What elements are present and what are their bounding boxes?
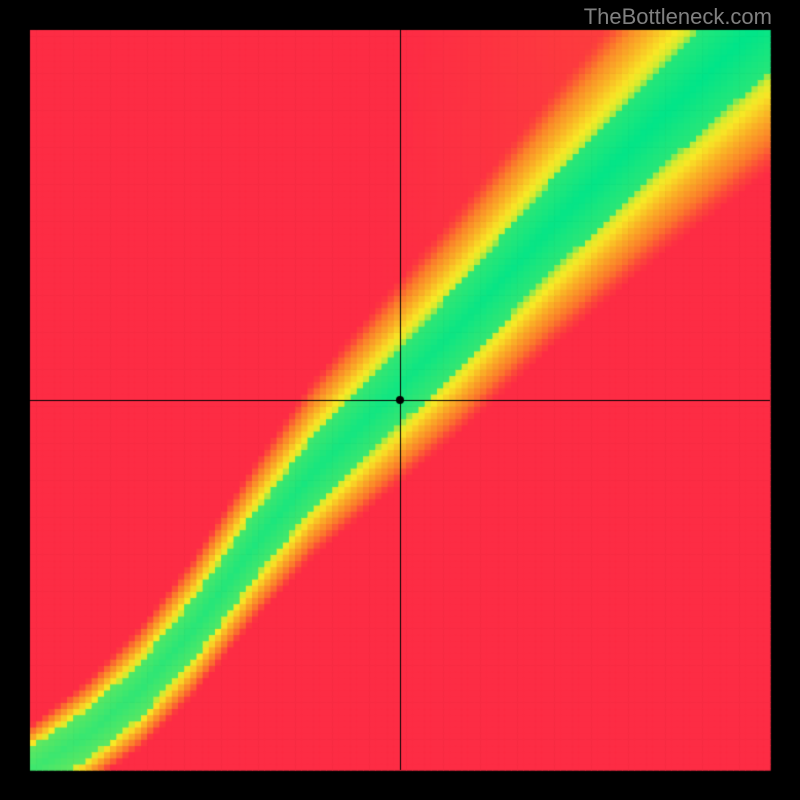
bottleneck-heatmap xyxy=(0,0,800,800)
watermark-text: TheBottleneck.com xyxy=(584,4,772,30)
chart-container: TheBottleneck.com xyxy=(0,0,800,800)
